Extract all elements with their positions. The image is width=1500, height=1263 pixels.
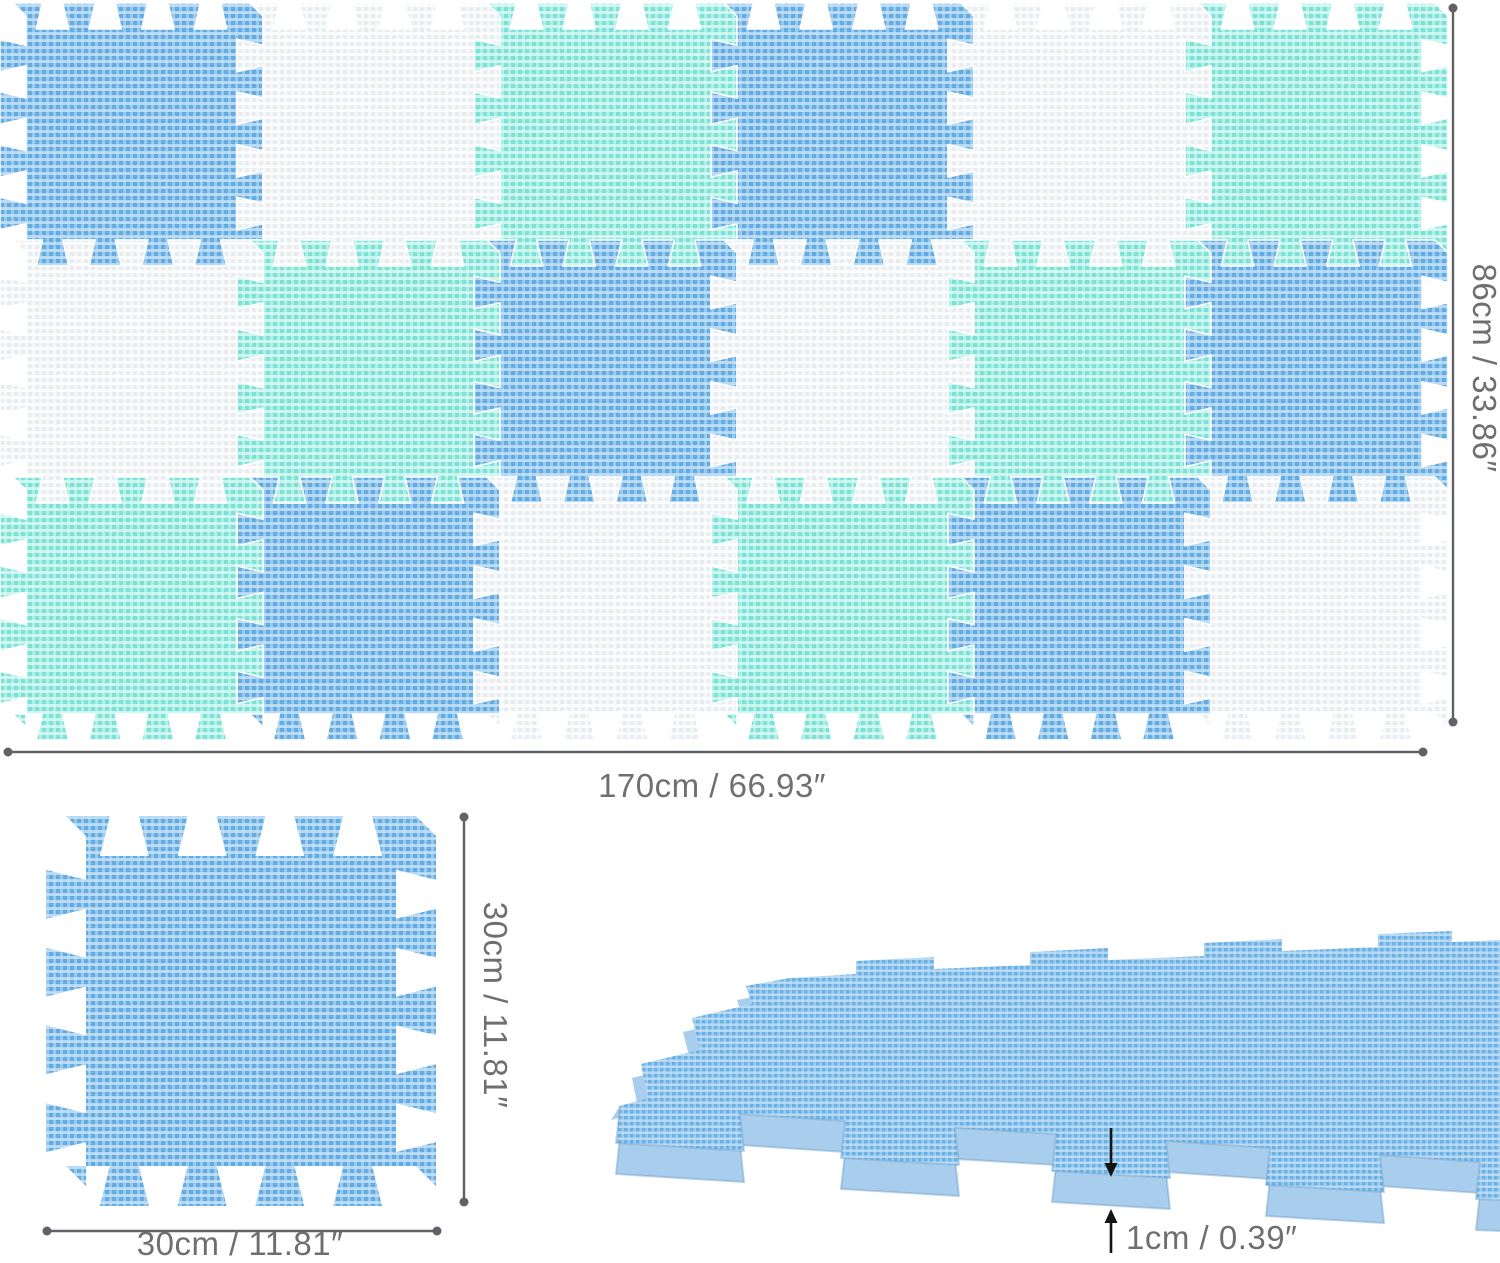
mat-tile-white <box>710 239 975 504</box>
mat-tile-teal <box>947 239 1212 504</box>
mat-tile-white <box>473 476 738 741</box>
single-tile-shape <box>46 816 436 1206</box>
mat-tile-blue <box>0 2 264 267</box>
mat-width-label: 170cm / 66.93″ <box>598 767 826 804</box>
mat-tile-teal <box>0 476 264 741</box>
mat-tile-teal <box>236 239 501 504</box>
tile-front-edge <box>614 1105 1500 1201</box>
tile-height-dimension-line <box>459 812 469 1207</box>
mat-width-dimension-line <box>3 747 1428 757</box>
dimension-lines <box>3 3 1458 1253</box>
mat-tile-white <box>1184 476 1449 741</box>
thickness-arrow-down <box>1104 1128 1118 1177</box>
single-tile-side-view <box>611 931 1500 1232</box>
mat-tile-teal <box>473 2 738 267</box>
tile-front-thickness <box>616 1106 1500 1231</box>
mat-grid-top-view <box>0 2 1449 741</box>
mat-tile-white <box>236 2 501 267</box>
mat-height-label: 86cm / 33.86″ <box>1466 263 1500 473</box>
mat-tile-teal <box>1184 2 1449 267</box>
thickness-label: 1cm / 0.39″ <box>1126 1219 1298 1256</box>
mat-height-dimension-line <box>1448 3 1458 727</box>
mat-tile-blue <box>947 476 1212 741</box>
mat-tile-blue <box>236 476 501 741</box>
mat-tile-blue <box>1184 239 1449 504</box>
mat-tile-white <box>947 2 1212 267</box>
tile-height-label: 30cm / 11.81″ <box>477 901 514 1109</box>
thickness-arrow-up <box>1104 1209 1118 1253</box>
tile-top-surface <box>616 931 1500 1200</box>
mat-tile-blue <box>710 2 975 267</box>
mat-tile-blue <box>473 239 738 504</box>
mat-tile-teal <box>710 476 975 741</box>
tile-width-dimension-line <box>42 1226 442 1236</box>
mat-tile-white <box>0 239 264 504</box>
tile-width-label: 30cm / 11.81″ <box>136 1225 344 1262</box>
single-tile-top-view <box>46 816 436 1206</box>
